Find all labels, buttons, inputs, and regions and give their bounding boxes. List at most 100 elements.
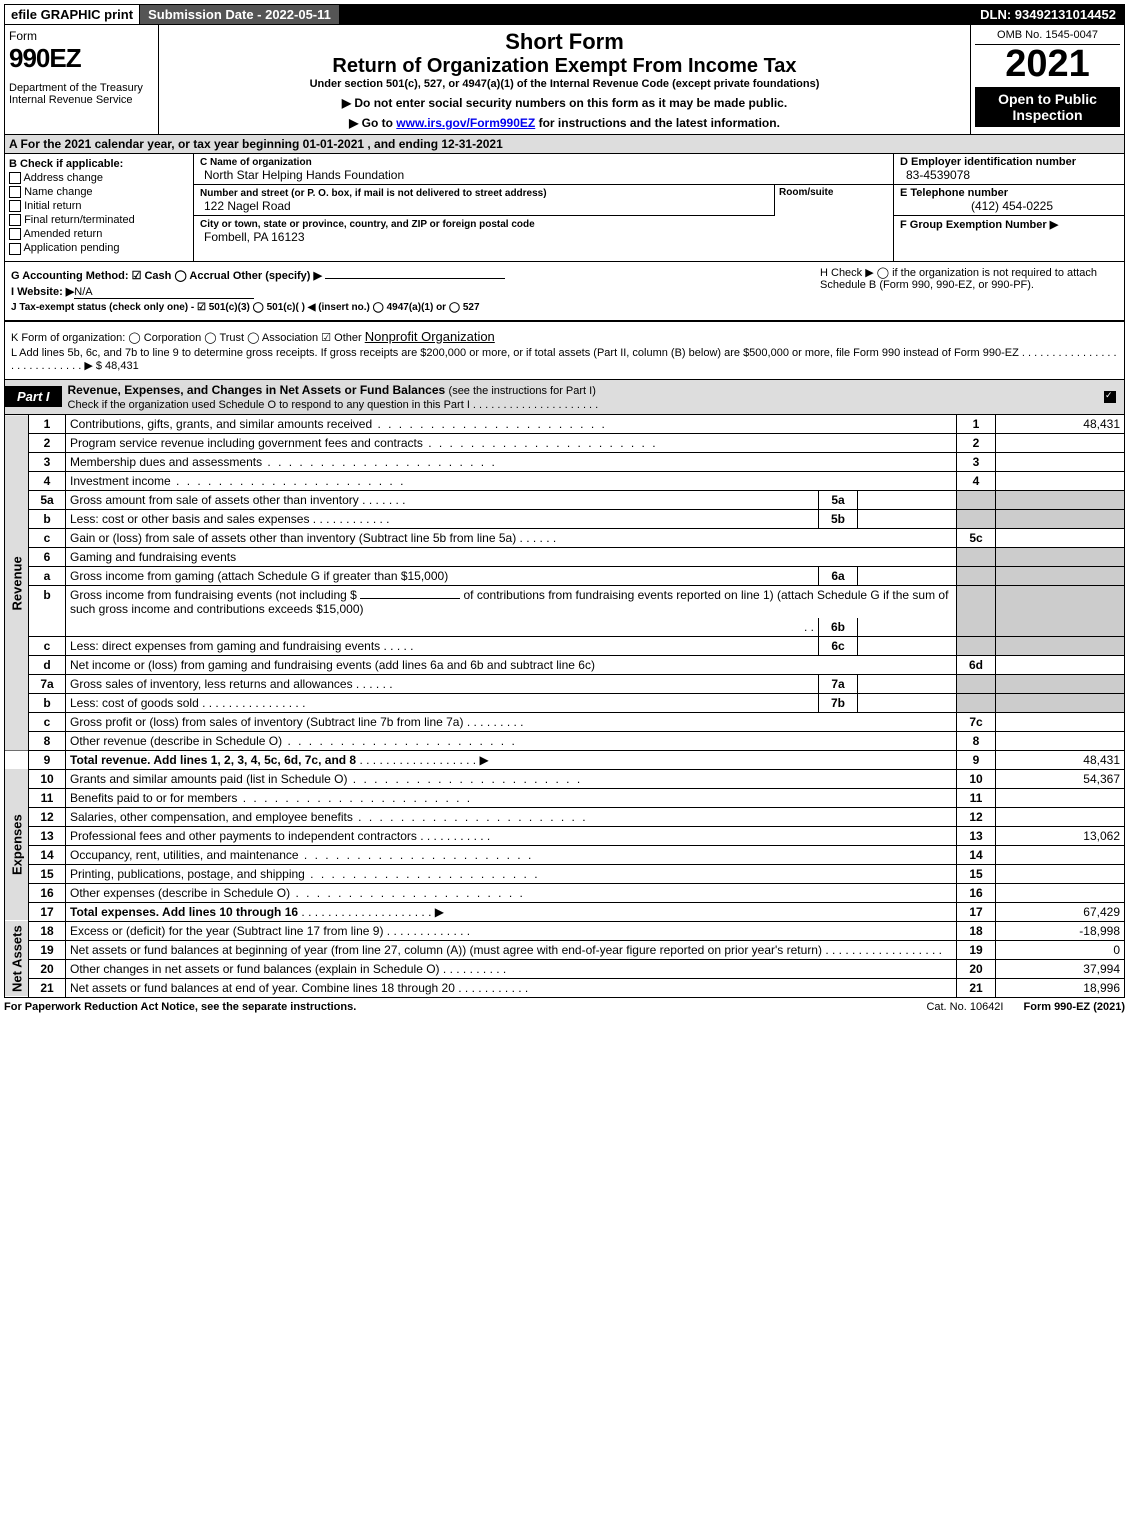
top-bar: efile GRAPHIC print Submission Date - 20… xyxy=(4,4,1125,25)
line-5b-desc: Less: cost or other basis and sales expe… xyxy=(66,509,819,528)
line-6b-desc-end: . . xyxy=(66,618,819,637)
line-3-rno: 3 xyxy=(957,452,996,471)
instr-link: ▶ Go to www.irs.gov/Form990EZ for instru… xyxy=(167,116,962,130)
line-5c-val xyxy=(996,528,1125,547)
instr2-pre: ▶ Go to xyxy=(349,116,396,130)
line-19-val: 0 xyxy=(996,940,1125,959)
line-6b-sno: 6b xyxy=(819,618,858,637)
line-7a-rno xyxy=(957,674,996,693)
line-18-desc: Excess or (deficit) for the year (Subtra… xyxy=(66,921,957,940)
line-5c-no: c xyxy=(29,528,66,547)
phone-cell: E Telephone number (412) 454-0225 xyxy=(894,185,1124,216)
line-6b-no: b xyxy=(29,585,66,636)
line-10-val: 54,367 xyxy=(996,769,1125,788)
line-7b-sno: 7b xyxy=(819,693,858,712)
line-21-desc: Net assets or fund balances at end of ye… xyxy=(66,978,957,997)
org-name-cell: C Name of organization North Star Helpin… xyxy=(194,154,893,185)
form-number: 990EZ xyxy=(9,43,154,74)
revenue-side-label: Revenue xyxy=(5,415,29,751)
line-15-val xyxy=(996,864,1125,883)
line-5a-desc: Gross amount from sale of assets other t… xyxy=(66,490,819,509)
line-17-desc: Total expenses. Add lines 10 through 16 … xyxy=(66,902,957,921)
city-label: City or town, state or province, country… xyxy=(200,219,535,230)
line-6b-rval xyxy=(996,585,1125,636)
line-5b-sval xyxy=(858,509,957,528)
irs-link[interactable]: www.irs.gov/Form990EZ xyxy=(396,116,535,130)
street-label: Number and street (or P. O. box, if mail… xyxy=(200,188,547,199)
j-tax-exempt: J Tax-exempt status (check only one) - ☑… xyxy=(11,302,1118,313)
line-9-no: 9 xyxy=(29,750,66,769)
line-7c-no: c xyxy=(29,712,66,731)
l-amount: 48,431 xyxy=(105,360,139,372)
line-7a-rval xyxy=(996,674,1125,693)
line-6c-desc: Less: direct expenses from gaming and fu… xyxy=(66,636,819,655)
subtitle: Under section 501(c), 527, or 4947(a)(1)… xyxy=(167,78,962,90)
instr2-post: for instructions and the latest informat… xyxy=(535,116,780,130)
line-2-rno: 2 xyxy=(957,433,996,452)
check-name-change[interactable]: Name change xyxy=(9,186,189,198)
line-4-no: 4 xyxy=(29,471,66,490)
line-7c-rno: 7c xyxy=(957,712,996,731)
d-label: D Employer identification number xyxy=(900,156,1118,168)
check-final-return[interactable]: Final return/terminated xyxy=(9,214,189,226)
line-5b-sno: 5b xyxy=(819,509,858,528)
org-name: North Star Helping Hands Foundation xyxy=(204,168,404,182)
part-i-label: Part I xyxy=(5,386,62,407)
line-10-desc: Grants and similar amounts paid (list in… xyxy=(66,769,957,788)
line-14-desc: Occupancy, rent, utilities, and maintena… xyxy=(66,845,957,864)
part-i-header: Part I Revenue, Expenses, and Changes in… xyxy=(4,380,1125,415)
line-20-desc: Other changes in net assets or fund bala… xyxy=(66,959,957,978)
line-8-rno: 8 xyxy=(957,731,996,750)
line-11-rno: 11 xyxy=(957,788,996,807)
line-9-val: 48,431 xyxy=(996,750,1125,769)
line-6-rno xyxy=(957,547,996,566)
expenses-side-label: Expenses xyxy=(5,769,29,921)
line-2-val xyxy=(996,433,1125,452)
footer-center: Cat. No. 10642I xyxy=(906,1001,1023,1013)
k-form-org: K Form of organization: ◯ Corporation ◯ … xyxy=(11,329,1118,344)
dln: DLN: 93492131014452 xyxy=(972,5,1124,24)
check-address-change[interactable]: Address change xyxy=(9,172,189,184)
l-gross-receipts: L Add lines 5b, 6c, and 7b to line 9 to … xyxy=(11,347,1118,372)
line-5b-rno xyxy=(957,509,996,528)
line-7b-desc: Less: cost of goods sold . . . . . . . .… xyxy=(66,693,819,712)
line-6-no: 6 xyxy=(29,547,66,566)
line-5b-rval xyxy=(996,509,1125,528)
line-6d-rno: 6d xyxy=(957,655,996,674)
line-3-no: 3 xyxy=(29,452,66,471)
line-13-no: 13 xyxy=(29,826,66,845)
ein-cell: D Employer identification number 83-4539… xyxy=(894,154,1124,185)
check-amended-return[interactable]: Amended return xyxy=(9,228,189,240)
line-17-rno: 17 xyxy=(957,902,996,921)
line-6c-sno: 6c xyxy=(819,636,858,655)
line-6a-rval xyxy=(996,566,1125,585)
line-6b-desc1: Gross income from fundraising events (no… xyxy=(66,585,957,618)
efile-print[interactable]: efile GRAPHIC print xyxy=(5,5,140,24)
line-21-no: 21 xyxy=(29,978,66,997)
line-6b-sval xyxy=(858,618,957,637)
line-12-desc: Salaries, other compensation, and employ… xyxy=(66,807,957,826)
main-title: Return of Organization Exempt From Incom… xyxy=(167,55,962,78)
header-right: OMB No. 1545-0047 2021 Open to Public In… xyxy=(970,25,1124,134)
check-b-title: B Check if applicable: xyxy=(9,158,189,170)
header-left: Form 990EZ Department of the Treasury In… xyxy=(5,25,159,134)
check-initial-return[interactable]: Initial return xyxy=(9,200,189,212)
phone: (412) 454-0225 xyxy=(906,199,1118,213)
line-21-rno: 21 xyxy=(957,978,996,997)
check-applicable: B Check if applicable: Address change Na… xyxy=(5,154,194,261)
street-cell: Number and street (or P. O. box, if mail… xyxy=(194,185,774,216)
check-application-pending[interactable]: Application pending xyxy=(9,242,189,254)
part-i-check[interactable] xyxy=(1104,390,1124,404)
line-7a-sval xyxy=(858,674,957,693)
line-16-rno: 16 xyxy=(957,883,996,902)
footer-left: For Paperwork Reduction Act Notice, see … xyxy=(4,1001,906,1013)
line-18-no: 18 xyxy=(29,921,66,940)
tax-year: 2021 xyxy=(975,45,1120,83)
line-4-val xyxy=(996,471,1125,490)
line-9-rno: 9 xyxy=(957,750,996,769)
website-value: N/A xyxy=(74,286,254,299)
k-l-block: K Form of organization: ◯ Corporation ◯ … xyxy=(4,321,1125,380)
line-17-val: 67,429 xyxy=(996,902,1125,921)
line-20-val: 37,994 xyxy=(996,959,1125,978)
line-20-no: 20 xyxy=(29,959,66,978)
